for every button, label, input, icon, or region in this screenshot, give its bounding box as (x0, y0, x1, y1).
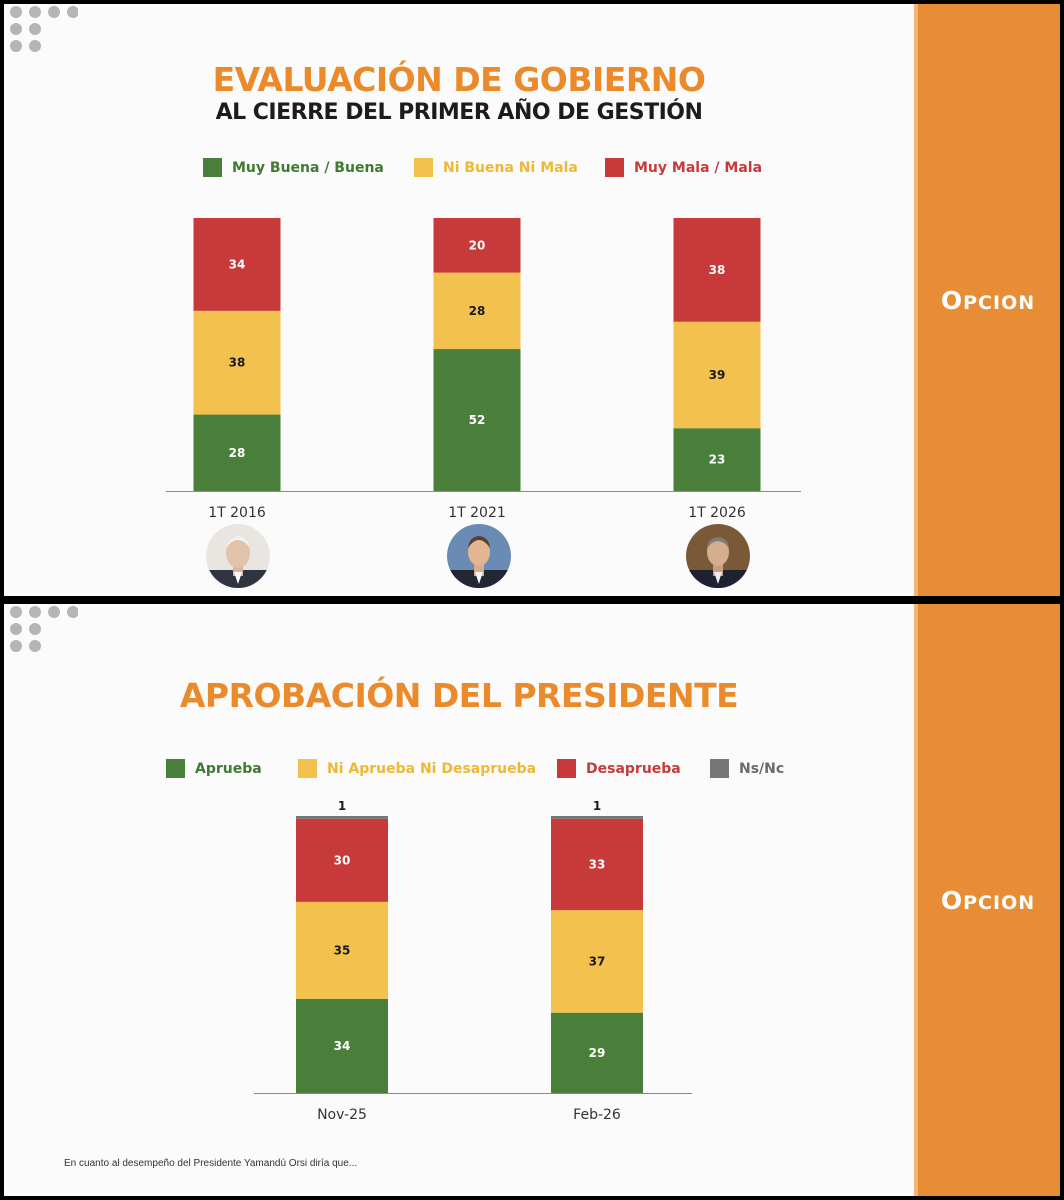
chart-title: APROBACIÓN DEL PRESIDENTE (179, 676, 739, 715)
slide-evaluacion-gobierno: EVALUACIÓN DE GOBIERNO AL CIERRE DEL PRI… (4, 4, 1060, 596)
bar-segment (673, 321, 761, 429)
legend-swatch (605, 158, 624, 177)
legend-item-nsnc: Ns/Nc (710, 759, 784, 778)
data-label: 34 (229, 257, 246, 271)
legend-label: Desaprueba (586, 760, 681, 777)
legend-swatch (298, 759, 317, 778)
stacked-bar-chart-aprobacion: 34 35 30 1 Nov-25 29 37 33 1 Feb-26 (254, 799, 692, 1123)
bar-segment (193, 310, 281, 415)
legend-item-desaprueba: Desaprueba (557, 759, 681, 778)
bar-segment (193, 414, 281, 491)
data-label: 34 (334, 1039, 351, 1053)
bar-segment (551, 1012, 643, 1093)
bar-segment (673, 428, 761, 491)
legend-item-ni-aprueba: Ni Aprueba Ni Desaprueba (298, 759, 536, 778)
bar-segment (433, 349, 521, 491)
legend-label: Ns/Nc (739, 760, 785, 777)
legend-item-muy-mala: Muy Mala / Mala (605, 158, 762, 177)
legend-item-ni-buena: Ni Buena Ni Mala (414, 158, 578, 177)
data-label: 23 (709, 453, 726, 467)
opcion-logo: OPCION (940, 286, 1036, 315)
data-label: 35 (334, 943, 351, 957)
data-label: 39 (709, 368, 726, 382)
bar-segment (296, 818, 388, 902)
person-portrait-icon (206, 524, 270, 588)
brand-sidebar: OPCION (914, 4, 1060, 596)
data-label: 38 (709, 263, 726, 277)
legend-label: Muy Mala / Mala (634, 159, 763, 176)
x-tick-label: Nov-25 (317, 1107, 367, 1123)
legend-swatch (710, 759, 729, 778)
opcion-logo: OPCION (940, 886, 1036, 915)
x-tick-label: 1T 2021 (448, 505, 506, 521)
chart-title: EVALUACIÓN DE GOBIERNO (212, 60, 706, 99)
bar-segment (551, 818, 643, 911)
data-label: 29 (589, 1046, 606, 1060)
legend-item-muy-buena: Muy Buena / Buena (203, 158, 384, 177)
bar-segment (296, 816, 388, 819)
legend-label: Ni Aprueba Ni Desaprueba (327, 760, 537, 777)
bar-segment (551, 816, 643, 819)
data-label: 28 (229, 446, 246, 460)
data-label: 37 (589, 954, 606, 968)
bar-segment (296, 901, 388, 999)
data-label: 30 (334, 853, 351, 867)
x-tick-label: Feb-26 (573, 1107, 621, 1123)
bar-segment (673, 218, 761, 322)
stacked-bar-chart-evaluacion: 28 38 34 1T 2016 52 28 20 1T 2021 23 39 38 1T 2026 (166, 218, 801, 521)
legend-swatch (203, 158, 222, 177)
bar-segment (551, 910, 643, 1013)
decorative-dots-icon (10, 6, 78, 52)
legend-swatch (557, 759, 576, 778)
bar-segment (433, 272, 521, 350)
data-label: 38 (229, 356, 246, 370)
data-label: 1 (338, 799, 346, 813)
x-tick-label: 1T 2026 (688, 505, 746, 521)
bar-segment (296, 998, 388, 1093)
legend-label: Aprueba (195, 760, 262, 777)
legend-swatch (166, 759, 185, 778)
legend-label: Ni Buena Ni Mala (443, 159, 578, 176)
footnote: En cuanto al desempeño del Presidente Ya… (64, 1158, 358, 1169)
x-tick-label: 1T 2016 (208, 505, 266, 521)
legend-swatch (414, 158, 433, 177)
data-label: 1 (593, 799, 601, 813)
data-label: 20 (469, 238, 486, 252)
legend-label: Muy Buena / Buena (232, 159, 384, 176)
person-portrait-icon (447, 524, 511, 588)
legend-item-aprueba: Aprueba (166, 759, 262, 778)
bar-segment (433, 218, 521, 273)
slide-aprobacion-presidente: APROBACIÓN DEL PRESIDENTE Aprueba Ni Apr… (4, 604, 1060, 1196)
brand-sidebar: OPCION (914, 604, 1060, 1196)
data-label: 33 (589, 857, 606, 871)
bar-segment (193, 218, 281, 311)
data-label: 28 (469, 304, 486, 318)
data-label: 52 (469, 413, 486, 427)
decorative-dots-icon (10, 606, 78, 652)
person-portrait-icon (686, 524, 750, 588)
chart-subtitle: AL CIERRE DEL PRIMER AÑO DE GESTIÓN (215, 100, 703, 125)
